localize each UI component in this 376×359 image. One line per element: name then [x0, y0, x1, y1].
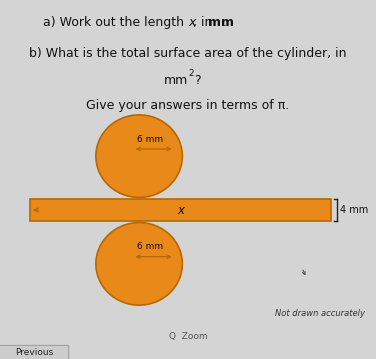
- Text: b) What is the total surface area of the cylinder, in: b) What is the total surface area of the…: [29, 47, 347, 60]
- Text: Give your answers in terms of π.: Give your answers in terms of π.: [86, 99, 290, 112]
- Text: x: x: [177, 204, 184, 216]
- Text: , in: , in: [193, 16, 216, 29]
- Text: mm: mm: [208, 16, 234, 29]
- Text: Previous: Previous: [15, 348, 53, 357]
- Bar: [30, 199, 331, 221]
- FancyBboxPatch shape: [0, 345, 69, 359]
- Text: x: x: [188, 16, 196, 29]
- Text: .: .: [222, 16, 226, 29]
- Text: ?: ?: [194, 74, 200, 87]
- Text: 4 mm: 4 mm: [340, 205, 368, 215]
- Text: 6 mm: 6 mm: [137, 135, 163, 144]
- Text: a) Work out the length: a) Work out the length: [43, 16, 188, 29]
- Text: mm: mm: [164, 74, 188, 87]
- Circle shape: [96, 115, 182, 197]
- Text: Q  Zoom: Q Zoom: [169, 332, 207, 341]
- Text: 2: 2: [189, 69, 194, 78]
- Text: Not drawn accurately: Not drawn accurately: [275, 309, 365, 318]
- Circle shape: [96, 223, 182, 305]
- Text: 6 mm: 6 mm: [137, 242, 163, 251]
